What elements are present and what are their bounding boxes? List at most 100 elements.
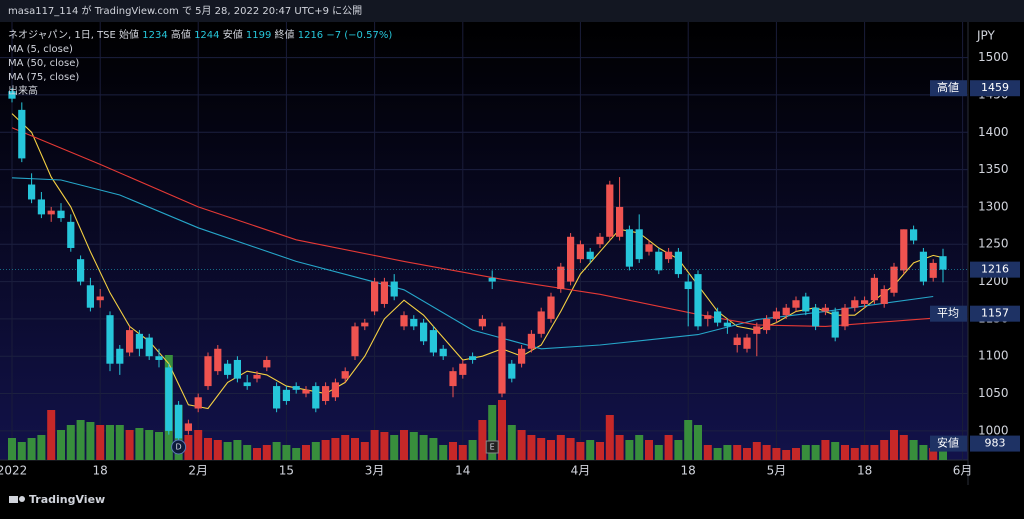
candle-body [635, 229, 643, 260]
volume-bar [821, 440, 830, 460]
volume-bar [223, 442, 232, 460]
volume-bar [929, 448, 938, 460]
volume-bar [576, 442, 585, 460]
legend-part: 1216 [298, 30, 323, 41]
volume-bar [439, 445, 448, 460]
candle-body [420, 322, 428, 342]
currency: JPY [976, 29, 996, 43]
volume-bar [782, 450, 791, 460]
candle-body [47, 210, 55, 215]
candle-body [322, 386, 330, 402]
candle-body [518, 348, 526, 364]
volume-bar [292, 448, 301, 460]
candle-body [351, 326, 359, 357]
price-label-value: 1459 [981, 81, 1009, 94]
price-label-value: 983 [985, 437, 1006, 450]
candle-body [390, 281, 398, 297]
legend-part: 1234 [142, 30, 167, 41]
candle-body [302, 389, 310, 394]
volume-bar [870, 445, 879, 460]
price-label-name: 平均 [937, 307, 959, 320]
volume-bar [596, 442, 604, 460]
volume-bar [674, 440, 683, 460]
x-tick-label: 18 [857, 464, 872, 478]
volume-bar [213, 440, 222, 460]
volume-bar [733, 445, 742, 460]
volume-bar [645, 440, 653, 460]
volume-bar [125, 430, 134, 460]
price-label-name: 高値 [937, 80, 959, 94]
x-tick-label: 18 [681, 464, 696, 478]
candle-body [821, 307, 829, 312]
candle-body [586, 251, 594, 260]
candle-body [214, 348, 222, 372]
candle-body [606, 184, 614, 237]
candle-body [184, 423, 192, 431]
price-label-tag [930, 80, 967, 97]
plot-area [0, 22, 968, 460]
volume-bar [27, 438, 36, 460]
volume-bar [556, 435, 565, 460]
volume-bar [76, 420, 85, 460]
candle-body [116, 348, 124, 364]
candle-body [331, 382, 339, 398]
legend-entry: 出来高 [8, 84, 38, 97]
candle-body [743, 337, 751, 349]
candle-body [263, 359, 271, 368]
volume-bar [850, 448, 859, 460]
legend-part: 1244 [194, 30, 219, 41]
volume-bar [272, 442, 281, 460]
candle-body [527, 333, 535, 349]
last-price-box [970, 261, 1020, 278]
volume-bar [321, 440, 330, 460]
volume-bar [694, 425, 702, 460]
volume-bar [400, 430, 408, 460]
candle-body [919, 251, 927, 282]
candle-body [243, 382, 251, 387]
volume-bar [8, 438, 16, 460]
candle-body [165, 367, 173, 431]
volume-bar [909, 440, 918, 460]
volume-bar [468, 440, 477, 460]
volume-bar [899, 435, 908, 460]
candle-body [567, 236, 575, 282]
volume-bar [360, 442, 369, 460]
volume-bar [890, 430, 898, 460]
volume-bar [919, 445, 928, 460]
candle-body [380, 281, 388, 304]
event-label: E [490, 443, 495, 452]
candle-body [890, 266, 898, 293]
volume-bar [370, 430, 379, 460]
legend-header: ネオジャパン, 1日, TSE 始値 1234 高値 1244 安値 1199 … [8, 28, 392, 41]
volume-bar [302, 445, 310, 460]
candle-body [410, 318, 418, 327]
volume-bar [566, 438, 575, 460]
candle-body [371, 281, 379, 312]
x-tick-label: 3月 [365, 464, 385, 478]
y-tick-label: 1100 [978, 349, 1009, 363]
candle-body [704, 315, 712, 319]
volume-bar [605, 415, 614, 460]
y-tick-label: 1500 [978, 50, 1009, 64]
volume-bar [419, 435, 428, 460]
price-label-name: 安値 [937, 436, 959, 450]
legend-part: 高値 [171, 28, 191, 41]
candle-body [763, 318, 771, 331]
candle-body [910, 229, 918, 241]
candle-body [870, 277, 878, 301]
legend-entry: MA (50, close) [8, 58, 79, 69]
volume-bar [282, 445, 291, 460]
candle-body [694, 274, 702, 327]
event-label: D [176, 443, 182, 452]
candle-body [625, 229, 633, 267]
footer-brand: TradingView [29, 493, 105, 506]
x-tick-label: 5月 [767, 464, 787, 478]
volume-bar [880, 440, 889, 460]
candle-body [772, 311, 780, 319]
candle-body [224, 363, 232, 375]
legend-part: 1199 [246, 30, 271, 41]
volume-bar [792, 448, 800, 460]
candle-body [812, 307, 820, 327]
volume-bar [47, 410, 56, 460]
